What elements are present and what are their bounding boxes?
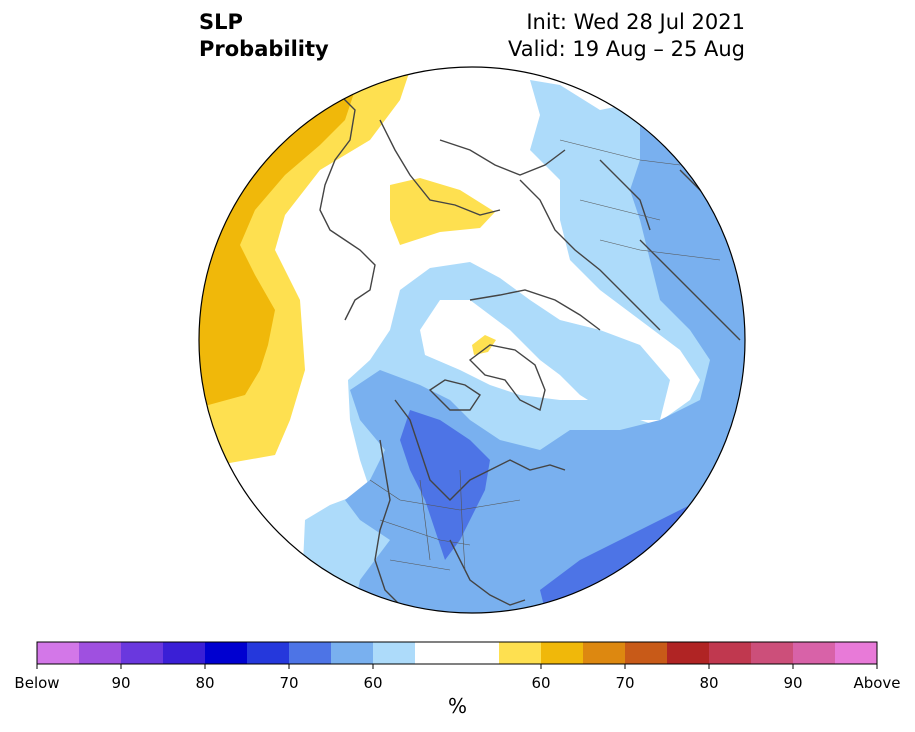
colorbar-tick-label: Below	[14, 674, 59, 692]
above-region-arctic	[472, 335, 496, 355]
title-variable: SLP	[199, 10, 243, 34]
colorbar-cell	[583, 642, 626, 664]
colorbar-tick-label: 90	[111, 674, 130, 692]
colorbar-ticks: Below 90 80 70 60 60 70 80 90 Above	[14, 664, 901, 692]
colorbar-cell	[163, 642, 206, 664]
below-region-na-strong	[400, 410, 490, 560]
colorbar-cell	[625, 642, 668, 664]
colorbar-tick-label: Above	[853, 674, 900, 692]
colorbar-cell	[79, 642, 122, 664]
colorbar-cell	[289, 642, 332, 664]
colorbar-cell	[415, 642, 458, 664]
colorbar-cell	[37, 642, 80, 664]
colorbar-cell	[667, 642, 710, 664]
borders	[369, 139, 721, 571]
colorbar-cell	[205, 642, 248, 664]
colorbar-tick-label: 70	[615, 674, 634, 692]
valid-range: Valid: 19 Aug – 25 Aug	[507, 37, 745, 61]
init-date: Init: Wed 28 Jul 2021	[526, 10, 745, 34]
title-right: Init: Wed 28 Jul 2021 Valid: 19 Aug – 25…	[508, 9, 745, 63]
colorbar-tick-label: 80	[699, 674, 718, 692]
colorbar-tick-label: 60	[531, 674, 550, 692]
colorbar-cell	[457, 642, 500, 664]
colorbar-cell	[835, 642, 878, 664]
colorbar-cell	[331, 642, 374, 664]
colorbar-tick-label: 70	[279, 674, 298, 692]
above-region-europe	[390, 178, 495, 245]
polar-map	[198, 66, 746, 614]
colorbar-cell	[247, 642, 290, 664]
colorbar-cell	[121, 642, 164, 664]
colorbar-cell	[793, 642, 836, 664]
colorbar-cell	[541, 642, 584, 664]
title-probability: Probability	[199, 37, 329, 61]
colorbar-cell	[499, 642, 542, 664]
colorbar-tick-label: 60	[363, 674, 382, 692]
colorbar-tick-label: 80	[195, 674, 214, 692]
colorbar-cells	[37, 642, 878, 664]
colorbar-unit-label: %	[447, 694, 467, 718]
globe-boundary	[198, 66, 746, 614]
colorbar-tick-label: 90	[783, 674, 802, 692]
coastlines	[319, 94, 741, 606]
colorbar-cell	[709, 642, 752, 664]
colorbar-cell	[373, 642, 416, 664]
title-left: SLP Probability	[199, 9, 329, 63]
above-region-west-strong	[199, 90, 355, 410]
colorbar-cell	[751, 642, 794, 664]
colorbar-frame	[36, 641, 878, 665]
